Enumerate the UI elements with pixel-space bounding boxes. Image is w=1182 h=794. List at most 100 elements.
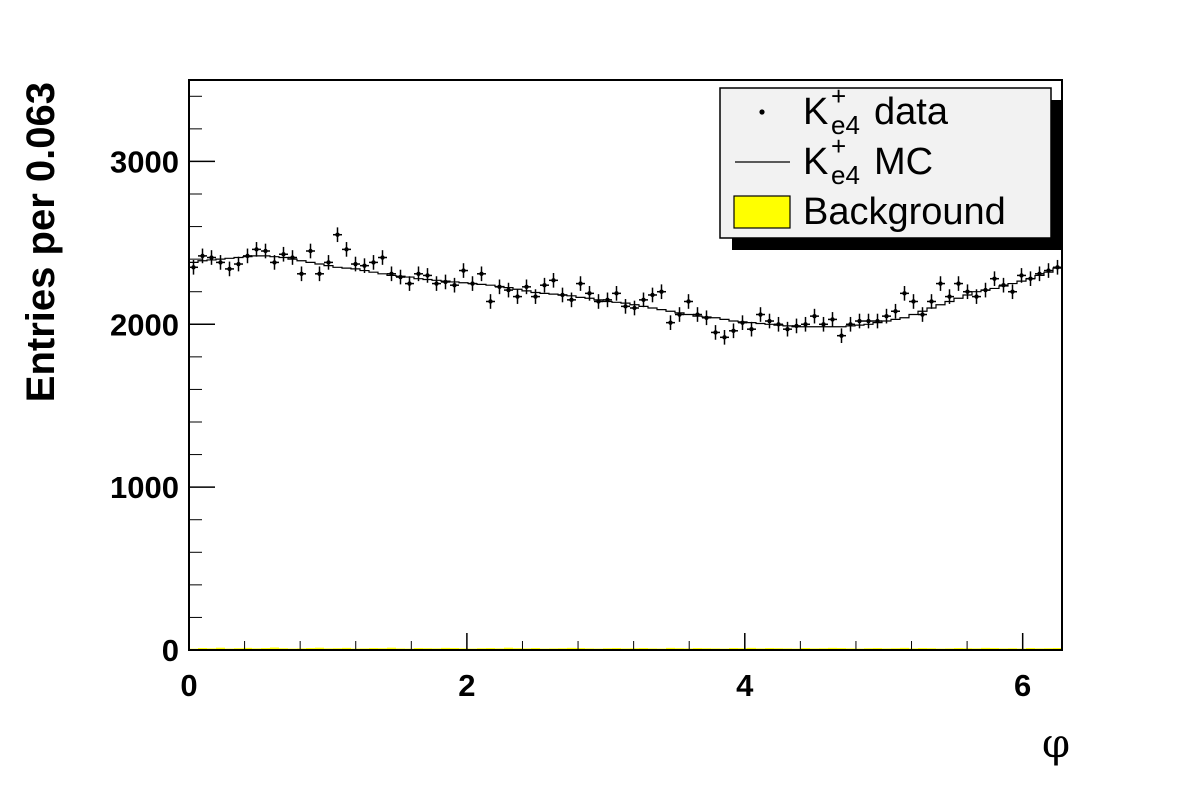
data-point <box>738 315 747 330</box>
data-marker <box>389 271 394 276</box>
data-point <box>1044 263 1053 278</box>
data-point <box>288 250 297 265</box>
data-point <box>936 276 945 291</box>
data-point <box>720 329 729 345</box>
data-marker <box>848 322 853 327</box>
data-marker <box>245 253 250 259</box>
data-point <box>594 294 603 309</box>
data-point <box>396 269 405 285</box>
data-marker <box>956 281 961 286</box>
data-marker <box>884 313 889 319</box>
data-marker <box>776 322 781 327</box>
data-marker <box>227 266 232 272</box>
data-point <box>297 266 306 282</box>
data-marker <box>605 297 610 303</box>
data-point <box>999 277 1008 293</box>
data-marker <box>254 247 259 252</box>
data-marker <box>434 281 439 286</box>
data-point <box>261 243 270 259</box>
data-marker <box>479 271 484 276</box>
data-marker <box>947 294 952 299</box>
legend-label-base: K <box>803 91 828 133</box>
data-point <box>855 313 864 329</box>
data-point <box>801 316 810 332</box>
axes: 0 1000 2000 3000 0 2 4 6 <box>110 95 1031 703</box>
data-point <box>639 292 648 308</box>
y-tick-label: 3000 <box>110 144 179 179</box>
data-point <box>225 261 234 277</box>
data-point <box>513 289 522 304</box>
x-tick-label: 6 <box>1014 668 1031 703</box>
data-marker <box>218 260 223 265</box>
data-marker <box>803 322 808 327</box>
legend-label-superscript: + <box>831 131 846 161</box>
data-point <box>603 292 612 308</box>
legend-label-base: K <box>803 141 828 183</box>
data-marker <box>893 309 898 314</box>
data-marker <box>668 320 673 325</box>
data-marker <box>587 291 592 296</box>
data-point <box>207 250 216 265</box>
data-point <box>729 323 738 339</box>
plot-frame <box>188 79 1063 651</box>
data-point <box>918 307 927 322</box>
data-marker <box>758 312 763 317</box>
data-marker <box>524 284 529 290</box>
data-point <box>549 272 558 288</box>
data-marker <box>686 299 691 304</box>
data-point <box>369 255 378 270</box>
data-marker <box>965 289 970 294</box>
data-marker <box>344 247 349 252</box>
data-point <box>666 315 675 330</box>
data-point <box>540 277 549 293</box>
data-point <box>621 299 630 314</box>
data-marker <box>542 283 547 288</box>
legend-label-text: MC <box>874 141 933 183</box>
data-point <box>891 303 900 319</box>
data-marker <box>938 281 943 286</box>
data-marker <box>659 289 664 294</box>
data-point <box>477 266 486 282</box>
data-marker <box>371 260 376 265</box>
x-axis-title: φ <box>1042 721 1070 767</box>
data-point <box>234 256 243 272</box>
data-point <box>270 255 279 270</box>
data-point <box>459 263 468 278</box>
legend-label-text: data <box>874 91 949 133</box>
data-point <box>378 250 387 265</box>
legend-fill-symbol <box>733 195 791 229</box>
y-tick-label: 1000 <box>110 470 179 505</box>
data-point <box>432 276 441 291</box>
background-bar <box>828 647 837 650</box>
data-marker <box>425 273 430 278</box>
data-marker <box>785 326 790 332</box>
data-marker <box>983 287 988 293</box>
data-marker <box>632 305 637 311</box>
data-point <box>945 289 954 304</box>
data-marker <box>560 292 565 298</box>
data-point <box>819 316 828 332</box>
data-point <box>450 277 459 293</box>
x-tick-label: 0 <box>180 668 197 703</box>
data-point <box>684 294 693 309</box>
data-point <box>243 248 252 264</box>
data-point <box>1026 271 1035 287</box>
data-point <box>828 312 837 327</box>
data-point <box>810 308 819 324</box>
background-bar <box>747 647 756 650</box>
data-marker <box>299 271 304 276</box>
data-point <box>702 310 711 326</box>
data-point <box>1053 259 1062 275</box>
background-bar <box>216 647 225 650</box>
data-point <box>486 294 495 309</box>
data-marker <box>308 248 313 254</box>
data-marker <box>866 318 871 324</box>
data-marker <box>263 248 268 254</box>
data-point <box>648 287 657 303</box>
background-bar <box>567 647 576 650</box>
data-point <box>612 286 621 301</box>
data-point <box>981 282 990 298</box>
data-marker <box>506 287 511 293</box>
data-point <box>441 274 450 290</box>
data-point <box>765 313 774 329</box>
